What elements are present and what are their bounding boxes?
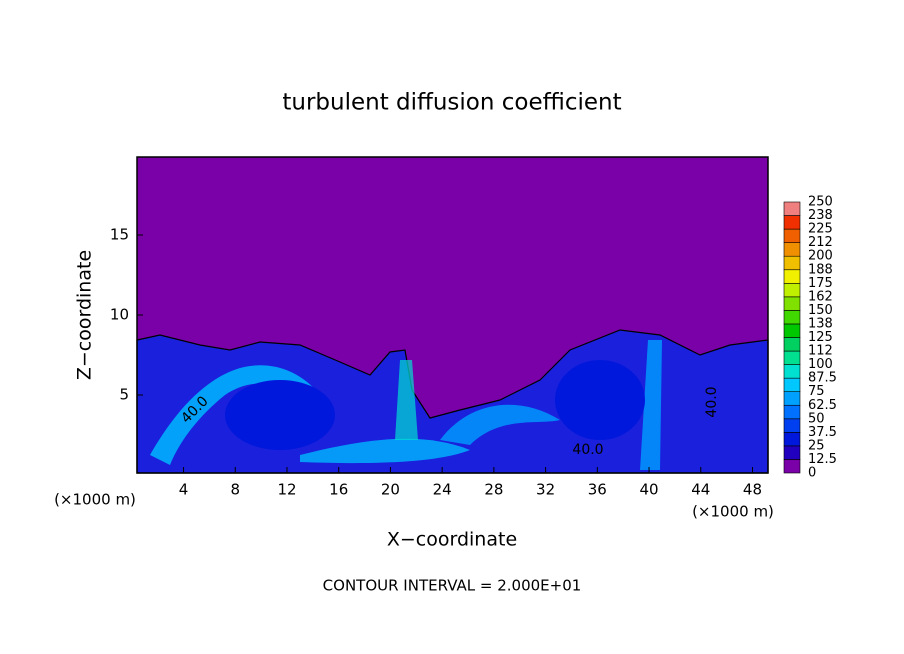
field-streak [640, 340, 662, 470]
colorbar-label: 87.5 [808, 371, 837, 386]
x-tick-label: 12 [277, 481, 296, 499]
x-unit-label: (×1000 m) [54, 491, 136, 509]
colorbar-label: 150 [808, 303, 833, 318]
colorbar-label: 0 [808, 466, 816, 481]
colorbar-label: 188 [808, 262, 833, 277]
x-tick-label: 48 [743, 481, 762, 499]
contour-label: 40.0 [704, 386, 720, 417]
x-tick-label: 20 [381, 481, 400, 499]
colorbar-box [783, 418, 801, 433]
colorbar-box [783, 377, 801, 392]
field-core [225, 380, 335, 450]
colorbar-label: 225 [808, 222, 833, 237]
field-streak [440, 404, 560, 445]
colorbar-label: 112 [808, 344, 833, 359]
colorbar-label: 175 [808, 276, 833, 291]
colorbar-label: 238 [808, 208, 833, 223]
colorbar-box [783, 445, 801, 460]
x-tick-label: 24 [433, 481, 452, 499]
x-tick-label: 36 [588, 481, 607, 499]
x-tick-label: 40 [639, 481, 658, 499]
colorbar-box [783, 282, 801, 298]
y-tick-label: 5 [119, 386, 129, 404]
colorbar-box [783, 391, 801, 406]
colorbar-label: 62.5 [808, 398, 837, 413]
colorbar-box [783, 242, 801, 257]
colorbar-box [783, 296, 801, 311]
colorbar-box [783, 350, 801, 365]
colorbar-label: 12.5 [808, 452, 837, 467]
field-streak [150, 365, 320, 465]
x-tick-label: 4 [179, 481, 189, 499]
colorbar-label: 100 [808, 357, 833, 372]
colorbar-box [783, 269, 801, 284]
y-tick-label: 10 [110, 306, 129, 324]
colorbar-box [783, 404, 801, 420]
colorbar-label: 162 [808, 289, 833, 304]
colorbar-label: 75 [808, 384, 825, 399]
colorbar-label: 37.5 [808, 425, 837, 440]
colorbar-box [783, 255, 801, 271]
y-tick-label: 15 [110, 226, 129, 244]
field-core [555, 360, 645, 440]
field-streak [300, 438, 470, 464]
x-tick-label: 44 [691, 481, 710, 499]
x-unit-label: (×1000 m) [692, 503, 774, 521]
x-tick-label: 28 [484, 481, 503, 499]
colorbar-box [783, 459, 801, 474]
colorbar-box [783, 323, 801, 338]
y-axis-label: Z−coordinate [74, 250, 96, 380]
colorbar-box [783, 337, 801, 352]
colorbar-label: 125 [808, 330, 833, 345]
colorbar-label: 50 [808, 411, 825, 426]
x-axis-label: X−coordinate [387, 529, 517, 551]
x-tick-label: 32 [536, 481, 555, 499]
colorbar-box [783, 201, 801, 216]
colorbar-box [783, 432, 801, 447]
colorbar-box [783, 215, 801, 230]
colorbar-label: 25 [808, 438, 825, 453]
colorbar-label: 200 [808, 249, 833, 264]
x-tick-label: 16 [329, 481, 348, 499]
footer: CONTOUR INTERVAL = 2.000E+01 [323, 577, 582, 595]
chart-title: turbulent diffusion coefficient [282, 90, 621, 116]
contour-label: 40.0 [572, 442, 603, 458]
colorbar-label: 212 [808, 235, 833, 250]
colorbar-label: 250 [808, 195, 833, 210]
colorbar-box [783, 228, 801, 243]
field-streak [395, 360, 418, 440]
colorbar-box [783, 310, 801, 325]
field [136, 156, 769, 474]
x-tick-label: 8 [230, 481, 240, 499]
colorbar-box [783, 364, 801, 379]
colorbar-label: 138 [808, 316, 833, 331]
